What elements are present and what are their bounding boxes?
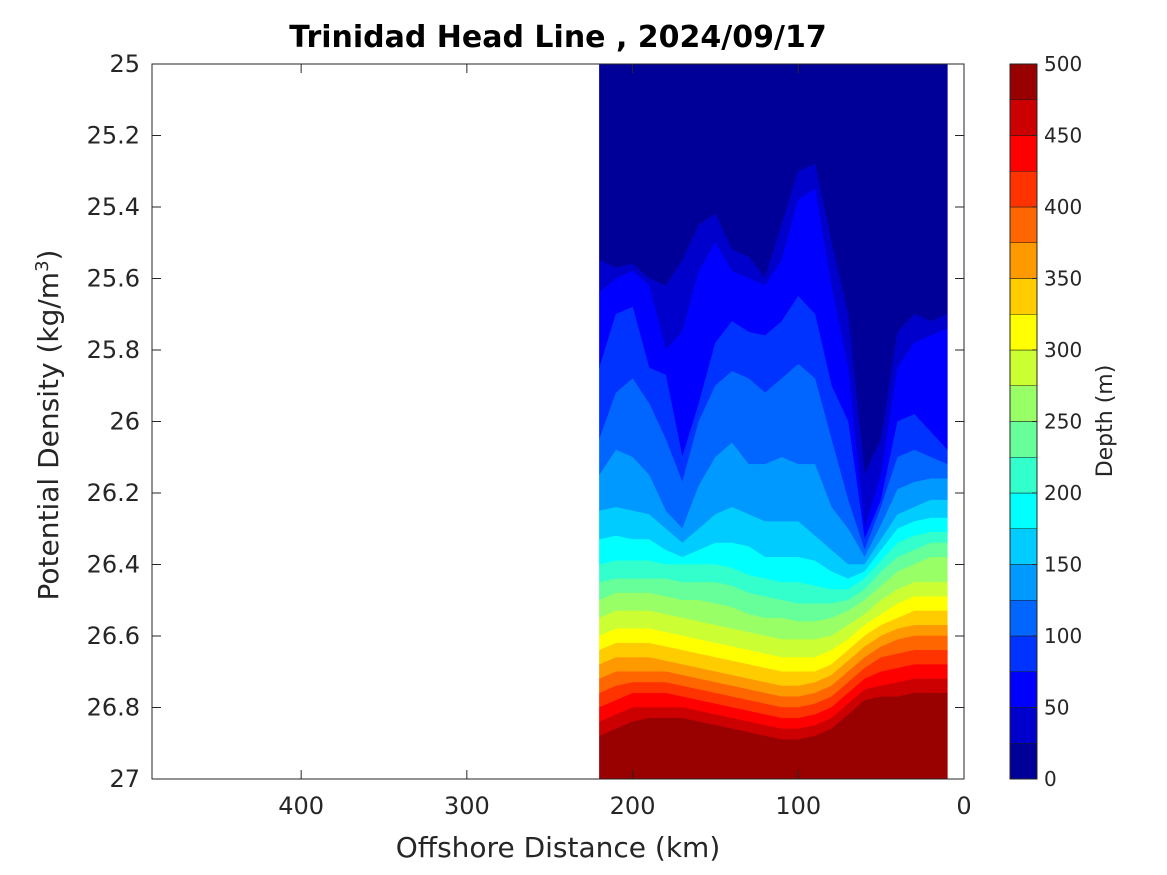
x-tick-label: 0 — [956, 792, 971, 820]
colorbar-swatch — [1009, 492, 1038, 529]
colorbar-swatch — [1009, 457, 1038, 494]
colorbar-tick-label: 500 — [1044, 52, 1082, 76]
colorbar-swatch — [1009, 564, 1038, 601]
colorbar-swatch — [1009, 528, 1038, 565]
colorbar-swatch — [1009, 206, 1038, 243]
x-tick-label: 100 — [775, 792, 821, 820]
colorbar-tick-label: 450 — [1044, 124, 1082, 148]
colorbar-swatch — [1009, 635, 1038, 672]
x-tick-label: 300 — [444, 792, 490, 820]
colorbar-swatch — [1009, 63, 1038, 100]
contour-band — [599, 692, 948, 779]
colorbar-swatch — [1009, 671, 1038, 708]
colorbar-tick-label: 0 — [1044, 767, 1057, 791]
colorbar-tick-label: 150 — [1044, 553, 1082, 577]
colorbar-label: Depth (m) — [1093, 365, 1118, 478]
y-axis-label: Potential Density (kg/m3) — [32, 250, 65, 601]
y-tick-label: 25.4 — [87, 193, 140, 221]
colorbar: 0 50 100 150 200 250 300 350 400 450 500 — [1009, 52, 1082, 791]
x-axis-ticks: 400 300 200 100 0 — [278, 64, 972, 820]
colorbar-tick-label: 300 — [1044, 338, 1082, 362]
y-tick-label: 25.2 — [87, 122, 140, 150]
colorbar-swatch — [1009, 600, 1038, 637]
y-tick-label: 25.8 — [87, 336, 140, 364]
x-tick-label: 200 — [610, 792, 656, 820]
colorbar-tick-label: 200 — [1044, 481, 1082, 505]
colorbar-swatch — [1009, 385, 1038, 422]
colorbar-swatch — [1009, 171, 1038, 208]
y-tick-label: 25.6 — [87, 265, 140, 293]
y-tick-label: 27 — [109, 765, 140, 793]
colorbar-swatch — [1009, 135, 1038, 172]
colorbar-tick-label: 350 — [1044, 267, 1082, 291]
y-axis-ticks: 25 25.2 25.4 25.6 25.8 26 26.2 26.4 26.6 26.8 27 — [87, 50, 964, 793]
y-tick-label: 26.4 — [87, 551, 140, 579]
colorbar-swatch — [1009, 242, 1038, 279]
colorbar-swatch — [1009, 421, 1038, 458]
x-axis-label: Offshore Distance (km) — [396, 831, 721, 864]
colorbar-swatch — [1009, 314, 1038, 351]
contour-fill-layer — [599, 64, 948, 779]
colorbar-swatch — [1009, 707, 1038, 744]
colorbar-swatch — [1009, 743, 1038, 780]
y-tick-label: 26.2 — [87, 479, 140, 507]
colorbar-tick-label: 400 — [1044, 195, 1082, 219]
colorbar-swatch — [1009, 349, 1038, 386]
y-tick-label: 26 — [109, 408, 140, 436]
colorbar-tick-label: 100 — [1044, 624, 1082, 648]
colorbar-swatch — [1009, 99, 1038, 136]
y-axis-label-text: Potential Density (kg/m — [32, 272, 65, 601]
y-axis-label-superscript: 3 — [32, 260, 53, 271]
colorbar-tick-label: 250 — [1044, 410, 1082, 434]
y-tick-label: 26.8 — [87, 694, 140, 722]
x-tick-label: 400 — [278, 792, 324, 820]
colorbar-tick-label: 50 — [1044, 696, 1069, 720]
chart-title: Trinidad Head Line , 2024/09/17 — [289, 20, 826, 55]
y-tick-label: 25 — [109, 50, 140, 78]
colorbar-swatch — [1009, 278, 1038, 315]
y-axis-label-suffix: ) — [32, 250, 65, 261]
y-tick-label: 26.6 — [87, 622, 140, 650]
